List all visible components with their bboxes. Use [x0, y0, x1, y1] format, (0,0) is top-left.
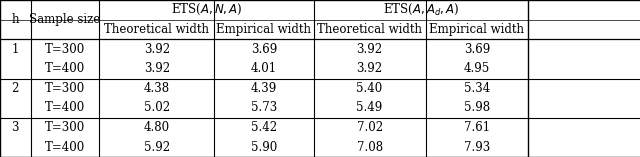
Text: 3.92: 3.92: [144, 43, 170, 56]
Text: Theoretical width: Theoretical width: [104, 23, 209, 36]
Text: 7.02: 7.02: [356, 121, 383, 134]
Text: 3: 3: [12, 121, 19, 134]
Text: 5.92: 5.92: [144, 141, 170, 154]
Text: Sample size: Sample size: [29, 13, 100, 26]
Text: 3.69: 3.69: [463, 43, 490, 56]
Text: 5.40: 5.40: [356, 82, 383, 95]
Text: T=400: T=400: [45, 141, 85, 154]
Text: T=300: T=300: [45, 121, 85, 134]
Text: 4.80: 4.80: [144, 121, 170, 134]
Text: ETS($A, A_d, A$): ETS($A, A_d, A$): [383, 2, 459, 17]
Text: 4.39: 4.39: [251, 82, 277, 95]
Text: Theoretical width: Theoretical width: [317, 23, 422, 36]
Text: T=400: T=400: [45, 62, 85, 75]
Text: 2: 2: [12, 82, 19, 95]
Text: 1: 1: [12, 43, 19, 56]
Text: Empirical width: Empirical width: [429, 23, 524, 36]
Text: 3.92: 3.92: [356, 43, 383, 56]
Text: Empirical width: Empirical width: [216, 23, 312, 36]
Text: 3.69: 3.69: [251, 43, 277, 56]
Text: ETS($A, N, A$): ETS($A, N, A$): [170, 2, 243, 17]
Text: 3.92: 3.92: [144, 62, 170, 75]
Text: 7.61: 7.61: [464, 121, 490, 134]
Text: 4.01: 4.01: [251, 62, 277, 75]
Text: 4.38: 4.38: [144, 82, 170, 95]
Text: 5.49: 5.49: [356, 101, 383, 114]
Text: 7.93: 7.93: [463, 141, 490, 154]
Text: 4.95: 4.95: [463, 62, 490, 75]
Text: 3.92: 3.92: [356, 62, 383, 75]
Text: 7.08: 7.08: [356, 141, 383, 154]
Text: T=400: T=400: [45, 101, 85, 114]
Text: 5.34: 5.34: [463, 82, 490, 95]
Text: 5.73: 5.73: [251, 101, 277, 114]
Text: h: h: [12, 13, 19, 26]
Text: 5.02: 5.02: [144, 101, 170, 114]
Text: 5.90: 5.90: [251, 141, 277, 154]
Text: 5.42: 5.42: [251, 121, 277, 134]
Text: 5.98: 5.98: [464, 101, 490, 114]
Text: T=300: T=300: [45, 82, 85, 95]
Text: T=300: T=300: [45, 43, 85, 56]
